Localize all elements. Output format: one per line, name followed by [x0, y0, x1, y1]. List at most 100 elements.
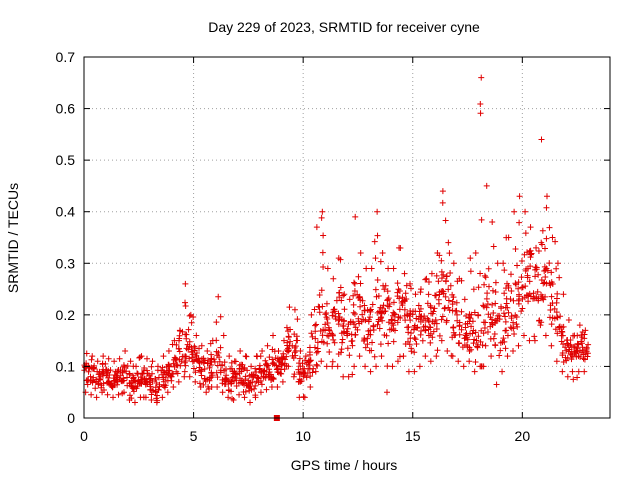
data-point	[439, 287, 446, 294]
grid	[84, 57, 610, 418]
data-point	[123, 368, 130, 375]
data-point	[331, 339, 338, 346]
data-point	[163, 363, 170, 370]
data-point	[511, 208, 518, 215]
data-point	[394, 319, 401, 326]
data-point	[522, 208, 529, 215]
data-point	[440, 290, 447, 297]
data-point	[316, 304, 323, 311]
data-point	[427, 330, 434, 337]
data-point	[515, 285, 522, 292]
data-point	[382, 282, 389, 289]
data-point	[520, 332, 527, 339]
data-point	[528, 250, 535, 257]
data-point	[126, 396, 133, 403]
data-point	[137, 394, 144, 401]
data-point	[472, 359, 479, 366]
data-point	[455, 358, 462, 365]
data-point	[412, 291, 419, 298]
data-point	[501, 338, 508, 345]
data-point	[461, 296, 468, 303]
data-point	[365, 316, 372, 323]
data-point	[196, 380, 203, 387]
data-point	[431, 305, 438, 312]
data-point	[291, 306, 298, 313]
data-point	[345, 373, 352, 380]
data-point	[114, 376, 121, 383]
data-point	[469, 330, 476, 337]
data-point	[546, 224, 553, 231]
data-point	[490, 310, 497, 317]
data-point	[375, 318, 382, 325]
data-point	[528, 293, 535, 300]
data-point	[385, 265, 392, 272]
data-point	[361, 335, 368, 342]
data-point	[186, 355, 193, 362]
data-point	[164, 367, 171, 374]
data-point	[419, 337, 426, 344]
data-point	[541, 245, 548, 252]
data-point	[323, 363, 330, 370]
data-point	[389, 320, 396, 327]
data-point	[285, 345, 292, 352]
data-point	[413, 341, 420, 348]
data-point	[585, 341, 592, 348]
data-point	[445, 304, 452, 311]
data-point	[363, 265, 370, 272]
data-point	[563, 347, 570, 354]
data-point	[225, 387, 232, 394]
data-point	[492, 279, 499, 286]
data-point	[359, 311, 366, 318]
data-point	[483, 182, 490, 189]
data-point	[115, 391, 122, 398]
data-point	[407, 280, 414, 287]
data-point	[160, 353, 167, 360]
data-point	[207, 340, 214, 347]
data-point	[185, 346, 192, 353]
data-point	[105, 379, 112, 386]
data-point	[257, 389, 264, 396]
data-point	[351, 363, 358, 370]
data-point	[384, 296, 391, 303]
data-point	[257, 353, 264, 360]
data-point	[519, 295, 526, 302]
data-point	[173, 341, 180, 348]
data-point	[430, 328, 437, 335]
data-point	[416, 308, 423, 315]
data-point	[329, 363, 336, 370]
data-point	[370, 323, 377, 330]
data-point	[336, 289, 343, 296]
data-point	[438, 268, 445, 275]
data-point	[326, 327, 333, 334]
data-point	[308, 330, 315, 337]
data-point	[494, 260, 501, 267]
data-point	[377, 258, 384, 265]
data-point	[160, 382, 167, 389]
data-point	[248, 363, 255, 370]
data-point	[346, 352, 353, 359]
data-point	[337, 349, 344, 356]
data-point	[382, 308, 389, 315]
data-point	[422, 353, 429, 360]
data-point	[468, 311, 475, 318]
data-point	[355, 273, 362, 280]
data-point	[503, 300, 510, 307]
data-point	[544, 267, 551, 274]
data-point	[124, 374, 131, 381]
data-point	[153, 379, 160, 386]
data-point	[553, 295, 560, 302]
data-point	[339, 339, 346, 346]
data-point	[403, 282, 410, 289]
data-point	[458, 308, 465, 315]
data-point	[183, 335, 190, 342]
data-point	[500, 260, 507, 267]
data-point	[340, 318, 347, 325]
data-point	[320, 232, 327, 239]
data-point	[575, 341, 582, 348]
data-point	[467, 255, 474, 262]
data-point	[433, 326, 440, 333]
data-point	[145, 372, 152, 379]
y-tick-label: 0	[67, 410, 75, 426]
data-point	[478, 327, 485, 334]
x-axis-label: GPS time / hours	[291, 457, 398, 473]
